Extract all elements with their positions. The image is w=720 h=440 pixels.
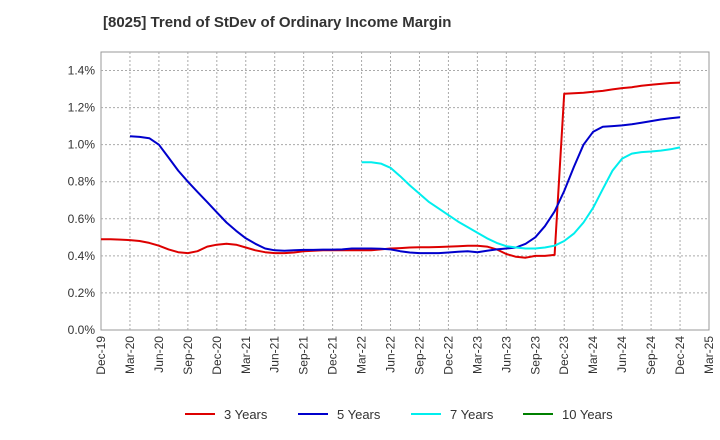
legend: 3 Years 5 Years 7 Years 10 Years: [185, 407, 613, 422]
series-line-7-years: [361, 146, 681, 250]
chart-title: [8025] Trend of StDev of Ordinary Income…: [103, 14, 452, 31]
x-tick-label: Dec-21: [326, 336, 340, 375]
x-tick-label: Jun-20: [152, 336, 166, 373]
x-tick-label: Mar-24: [586, 336, 600, 374]
y-tick-label: 0.8%: [68, 175, 96, 189]
x-tick-label: Mar-22: [355, 336, 369, 374]
x-tick-label: Mar-25: [702, 336, 716, 374]
x-tick-label: Sep-20: [181, 336, 195, 375]
legend-label: 10 Years: [562, 407, 613, 422]
y-tick-label: 1.2%: [68, 101, 96, 115]
x-tick-label: Dec-22: [441, 336, 455, 375]
y-tick-label: 0.6%: [68, 212, 96, 226]
x-tick-label: Dec-19: [94, 336, 108, 375]
x-tick-label: Sep-22: [412, 336, 426, 375]
y-tick-label: 0.2%: [68, 286, 96, 300]
x-tick-label: Sep-23: [528, 336, 542, 375]
x-tick-label: Mar-21: [239, 336, 253, 374]
x-tick-label: Dec-20: [210, 336, 224, 375]
x-tick-label: Jun-23: [499, 336, 513, 373]
x-tick-label: Dec-24: [673, 336, 687, 375]
legend-label: 5 Years: [337, 407, 381, 422]
x-tick-label: Mar-23: [470, 336, 484, 374]
y-tick-label: 1.4%: [68, 64, 96, 78]
y-axis-tick-labels: 0.0% 0.2% 0.4% 0.6% 0.8% 1.0% 1.2% 1.4%: [68, 64, 96, 337]
x-tick-label: Mar-20: [123, 336, 137, 374]
series-line-5-years: [129, 116, 681, 255]
x-tick-label: Jun-24: [615, 336, 629, 373]
series-lines: [101, 81, 681, 259]
plot-area-background: [100, 51, 710, 331]
x-tick-label: Jun-22: [384, 336, 398, 373]
x-tick-label: Jun-21: [268, 336, 282, 373]
x-axis-tick-labels: Dec-19 Mar-20 Jun-20 Sep-20 Dec-20 Mar-21 Jun-…: [94, 336, 716, 375]
legend-label: 3 Years: [224, 407, 268, 422]
y-tick-label: 1.0%: [68, 138, 96, 152]
y-tick-label: 0.4%: [68, 249, 96, 263]
legend-label: 7 Years: [450, 407, 494, 422]
x-tick-label: Sep-24: [644, 336, 658, 375]
y-tick-label: 0.0%: [68, 323, 96, 337]
x-tick-label: Dec-23: [557, 336, 571, 375]
x-tick-label: Sep-21: [297, 336, 311, 375]
